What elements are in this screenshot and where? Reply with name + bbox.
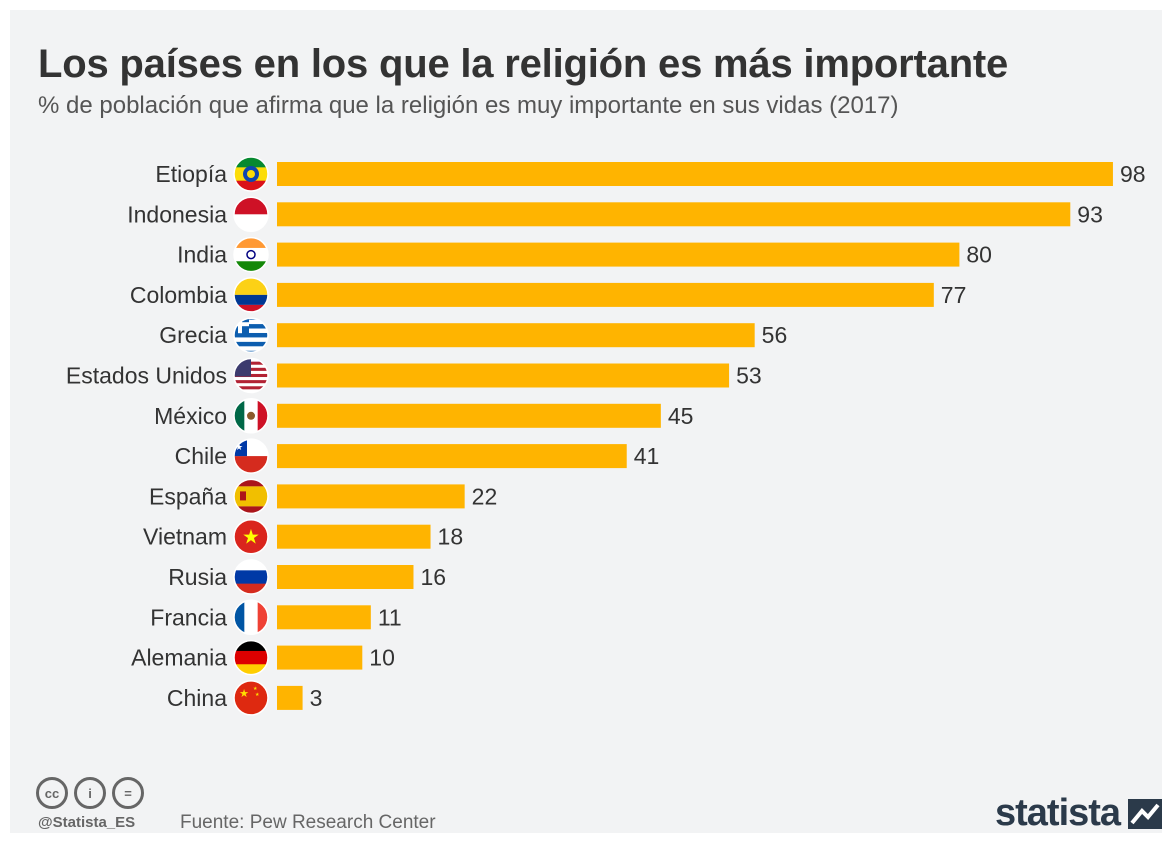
flag-icon: ★ — [233, 518, 269, 555]
category-label: España — [149, 483, 227, 509]
flag-icon — [233, 156, 269, 192]
source-note: Fuente: Pew Research Center — [180, 812, 436, 833]
flag-icon: ★ — [233, 438, 269, 474]
category-label: China — [167, 685, 227, 711]
value-label: 41 — [634, 443, 660, 469]
value-label: 18 — [438, 524, 464, 550]
bar — [277, 403, 661, 428]
category-label: Rusia — [168, 564, 227, 590]
value-label: 10 — [369, 645, 395, 671]
bar — [277, 565, 414, 589]
bar — [277, 162, 1113, 186]
category-label: México — [154, 403, 227, 429]
category-label: Vietnam — [143, 524, 227, 550]
value-label: 3 — [310, 685, 323, 711]
value-label: 80 — [966, 242, 992, 268]
svg-text:★: ★ — [239, 688, 249, 700]
brand-name: statista — [995, 792, 1121, 834]
flag-icon — [233, 277, 269, 313]
flag-icon — [233, 639, 269, 676]
bar — [277, 685, 303, 710]
value-label: 56 — [762, 322, 788, 348]
no-derivatives-icon: = — [112, 777, 144, 809]
chart-title: Los países en los que la religión es más… — [38, 42, 1009, 86]
bar — [277, 363, 730, 388]
flag-icon — [233, 236, 269, 273]
value-label: 45 — [668, 403, 694, 429]
value-label: 77 — [941, 282, 967, 308]
statista-mark-icon — [1128, 798, 1163, 829]
chart-card: Los países en los que la religión es más… — [10, 10, 1163, 835]
flag-icon — [233, 559, 269, 595]
category-label: Etiopía — [155, 161, 227, 187]
bar — [277, 605, 371, 630]
statista-logo: statista — [995, 792, 1163, 835]
value-label: 11 — [378, 604, 402, 630]
bar — [277, 323, 755, 348]
bar — [277, 242, 960, 267]
flag-icon — [233, 317, 269, 353]
svg-text:★: ★ — [242, 527, 260, 549]
bar — [277, 484, 465, 509]
value-label: 98 — [1120, 161, 1146, 187]
flag-icon — [233, 196, 269, 233]
flag-icon — [233, 599, 269, 636]
category-label: Alemania — [131, 645, 227, 671]
value-label: 53 — [736, 363, 762, 389]
value-label: 22 — [472, 483, 498, 509]
category-label: Grecia — [159, 322, 227, 348]
category-label: India — [177, 242, 227, 268]
value-label: 93 — [1077, 201, 1103, 227]
category-label: Chile — [175, 443, 227, 469]
creative-commons-icon: cc — [36, 777, 68, 809]
category-label: Estados Unidos — [66, 363, 227, 389]
chart-subtitle: % de población que afirma que la religió… — [38, 92, 899, 119]
flag-icon — [233, 357, 269, 394]
value-label: 16 — [420, 564, 446, 590]
bar — [277, 282, 934, 307]
twitter-handle: @Statista_ES — [38, 814, 136, 831]
flag-icon — [233, 478, 269, 515]
svg-text:★: ★ — [253, 686, 258, 692]
bar — [277, 444, 627, 469]
category-label: Indonesia — [127, 201, 227, 227]
flag-icon — [233, 398, 269, 434]
flag-icon: ★ ★★ — [233, 680, 269, 716]
bar — [277, 524, 431, 549]
attribution-icon: i — [74, 777, 106, 809]
bar — [277, 645, 363, 670]
category-label: Francia — [150, 604, 227, 630]
svg-text:★: ★ — [235, 442, 243, 452]
bar-chart: Etiopía 98 Indonesia 93 India 80 Colombia 77 Gre… — [66, 156, 1146, 716]
license-icons: cc i = — [36, 777, 144, 809]
category-label: Colombia — [130, 282, 227, 308]
bar — [277, 202, 1071, 227]
svg-text:★: ★ — [255, 692, 260, 698]
